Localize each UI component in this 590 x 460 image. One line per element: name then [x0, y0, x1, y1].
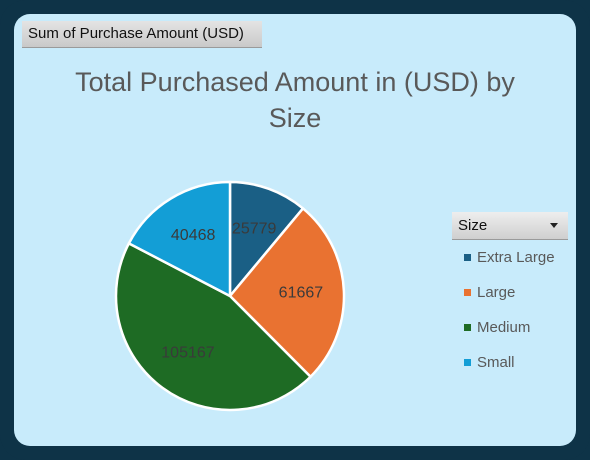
- data-label-extra-large: 25779: [232, 221, 277, 238]
- data-label-large: 61667: [279, 284, 324, 301]
- legend-swatch-icon: [464, 289, 471, 296]
- legend-item-large[interactable]: Large: [452, 275, 568, 310]
- legend-label: Medium: [477, 319, 531, 336]
- chart-title-line-1: Total Purchased Amount in (USD) by: [75, 67, 515, 97]
- legend-label: Extra Large: [477, 249, 555, 266]
- chart-title: Total Purchased Amount in (USD) by Size: [0, 64, 590, 136]
- data-label-small: 40468: [171, 227, 216, 244]
- legend-swatch-icon: [464, 254, 471, 261]
- chart-title-line-2: Size: [268, 103, 322, 133]
- pie-slice-small[interactable]: [127, 180, 232, 298]
- legend-label: Small: [477, 354, 515, 371]
- legend-label: Large: [477, 284, 516, 301]
- legend-item-small[interactable]: Small: [452, 345, 568, 380]
- pie-slice-medium[interactable]: [114, 242, 312, 412]
- legend: Size Extra Large Large Medium Small: [452, 212, 568, 380]
- pivot-value-field-button[interactable]: Sum of Purchase Amount (USD): [22, 21, 262, 48]
- legend-item-medium[interactable]: Medium: [452, 310, 568, 345]
- pie-slice-large[interactable]: [228, 207, 346, 378]
- size-filter-label: Size: [458, 217, 488, 234]
- data-label-medium: 105167: [161, 345, 214, 362]
- legend-swatch-icon: [464, 359, 471, 366]
- size-filter-button[interactable]: Size: [452, 212, 568, 240]
- legend-swatch-icon: [464, 324, 471, 331]
- dropdown-arrow-icon[interactable]: [550, 223, 558, 228]
- pie-slice-extra-large[interactable]: [228, 180, 305, 298]
- legend-item-extra-large[interactable]: Extra Large: [452, 240, 568, 275]
